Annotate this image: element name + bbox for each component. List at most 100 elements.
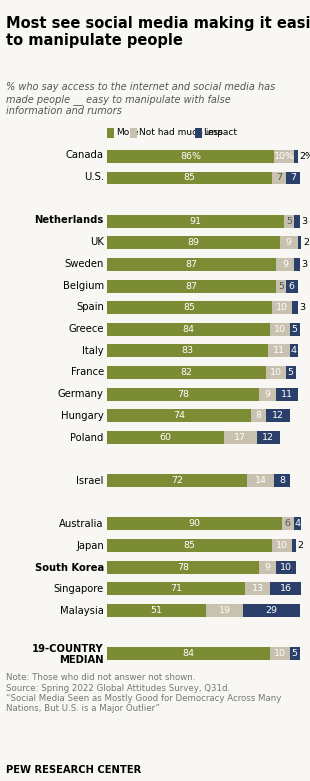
Bar: [270, 323, 290, 336]
Bar: [290, 323, 299, 336]
Text: 12: 12: [272, 412, 284, 420]
Text: Australia: Australia: [59, 519, 104, 530]
Text: Less: Less: [203, 128, 223, 137]
Bar: [107, 237, 280, 249]
Bar: [107, 561, 259, 573]
Text: 51: 51: [151, 606, 162, 615]
Bar: [290, 344, 298, 358]
Bar: [245, 582, 270, 595]
Text: 8: 8: [256, 412, 262, 420]
Text: Japan: Japan: [76, 541, 104, 551]
Text: Sweden: Sweden: [64, 259, 104, 269]
Bar: [107, 409, 251, 423]
Text: 85: 85: [184, 541, 196, 550]
Text: 83: 83: [182, 347, 194, 355]
Bar: [272, 539, 292, 552]
Bar: [276, 258, 294, 271]
Text: 3: 3: [301, 260, 307, 269]
Bar: [259, 561, 276, 573]
Bar: [107, 647, 270, 660]
Text: Netherlands: Netherlands: [35, 216, 104, 226]
Bar: [276, 561, 296, 573]
Bar: [294, 215, 299, 228]
Text: 17: 17: [234, 433, 246, 442]
Text: Most see social media making it easier
to manipulate people: Most see social media making it easier t…: [6, 16, 310, 48]
Bar: [107, 387, 259, 401]
Text: U.S.: U.S.: [84, 172, 104, 182]
Text: UK: UK: [90, 237, 104, 247]
Text: 78: 78: [177, 390, 189, 398]
Bar: [107, 172, 272, 184]
Bar: [251, 409, 267, 423]
Text: Italy: Italy: [82, 346, 104, 355]
Bar: [107, 344, 268, 358]
Text: 87: 87: [186, 260, 197, 269]
Bar: [286, 172, 299, 184]
Bar: [276, 387, 298, 401]
Text: Singapore: Singapore: [54, 584, 104, 594]
Bar: [206, 604, 243, 617]
Text: 9: 9: [264, 390, 270, 398]
Text: 60: 60: [159, 433, 171, 442]
Bar: [107, 517, 282, 530]
Text: 10: 10: [274, 325, 286, 333]
Text: 84: 84: [183, 649, 195, 658]
Text: 6: 6: [289, 282, 295, 291]
Bar: [268, 344, 290, 358]
Bar: [284, 215, 294, 228]
Bar: [290, 647, 299, 660]
Bar: [107, 474, 247, 487]
Text: 5: 5: [278, 282, 284, 291]
Text: 19: 19: [219, 606, 231, 615]
Bar: [274, 474, 290, 487]
Bar: [282, 517, 294, 530]
Text: 10: 10: [270, 368, 282, 377]
Text: 5: 5: [292, 325, 298, 333]
Text: 9: 9: [264, 562, 270, 572]
Text: 86%: 86%: [180, 152, 201, 161]
Text: 6: 6: [285, 519, 291, 528]
Text: 11: 11: [273, 347, 285, 355]
Text: 5: 5: [286, 216, 292, 226]
Bar: [274, 150, 294, 163]
Text: 4: 4: [294, 519, 301, 528]
Bar: [107, 215, 284, 228]
Bar: [224, 431, 257, 444]
Text: Germany: Germany: [58, 389, 104, 399]
Text: Israel: Israel: [77, 476, 104, 486]
Text: 5: 5: [292, 649, 298, 658]
Text: 9: 9: [286, 238, 292, 248]
Text: 8: 8: [279, 476, 285, 485]
Text: 10%: 10%: [273, 152, 294, 161]
Text: 85: 85: [184, 173, 196, 183]
Bar: [298, 237, 301, 249]
Text: Canada: Canada: [66, 150, 104, 160]
Text: 72: 72: [171, 476, 183, 485]
Bar: [107, 539, 272, 552]
Text: 11: 11: [281, 390, 293, 398]
Text: 7: 7: [290, 173, 296, 183]
Bar: [270, 582, 301, 595]
Bar: [243, 604, 299, 617]
Text: 16: 16: [280, 584, 292, 594]
Text: 3: 3: [299, 303, 305, 312]
Bar: [259, 387, 276, 401]
Text: 87: 87: [186, 282, 197, 291]
Text: 4: 4: [291, 347, 297, 355]
Text: Note: Those who did not answer not shown.
Source: Spring 2022 Global Attitudes S: Note: Those who did not answer not shown…: [6, 673, 281, 713]
Text: Not had much impact: Not had much impact: [139, 128, 237, 137]
Text: 19-COUNTRY
MEDIAN: 19-COUNTRY MEDIAN: [32, 644, 104, 665]
Bar: [286, 366, 296, 379]
Bar: [272, 172, 286, 184]
Bar: [107, 604, 206, 617]
Bar: [267, 366, 286, 379]
Text: Spain: Spain: [76, 302, 104, 312]
Bar: [294, 258, 299, 271]
Text: % who say access to the internet and social media has
made people __ easy to man: % who say access to the internet and soc…: [6, 82, 276, 116]
Text: 10: 10: [274, 649, 286, 658]
Bar: [107, 258, 276, 271]
Text: Belgium: Belgium: [63, 280, 104, 291]
Bar: [294, 150, 298, 163]
Bar: [107, 150, 274, 163]
Bar: [292, 539, 296, 552]
